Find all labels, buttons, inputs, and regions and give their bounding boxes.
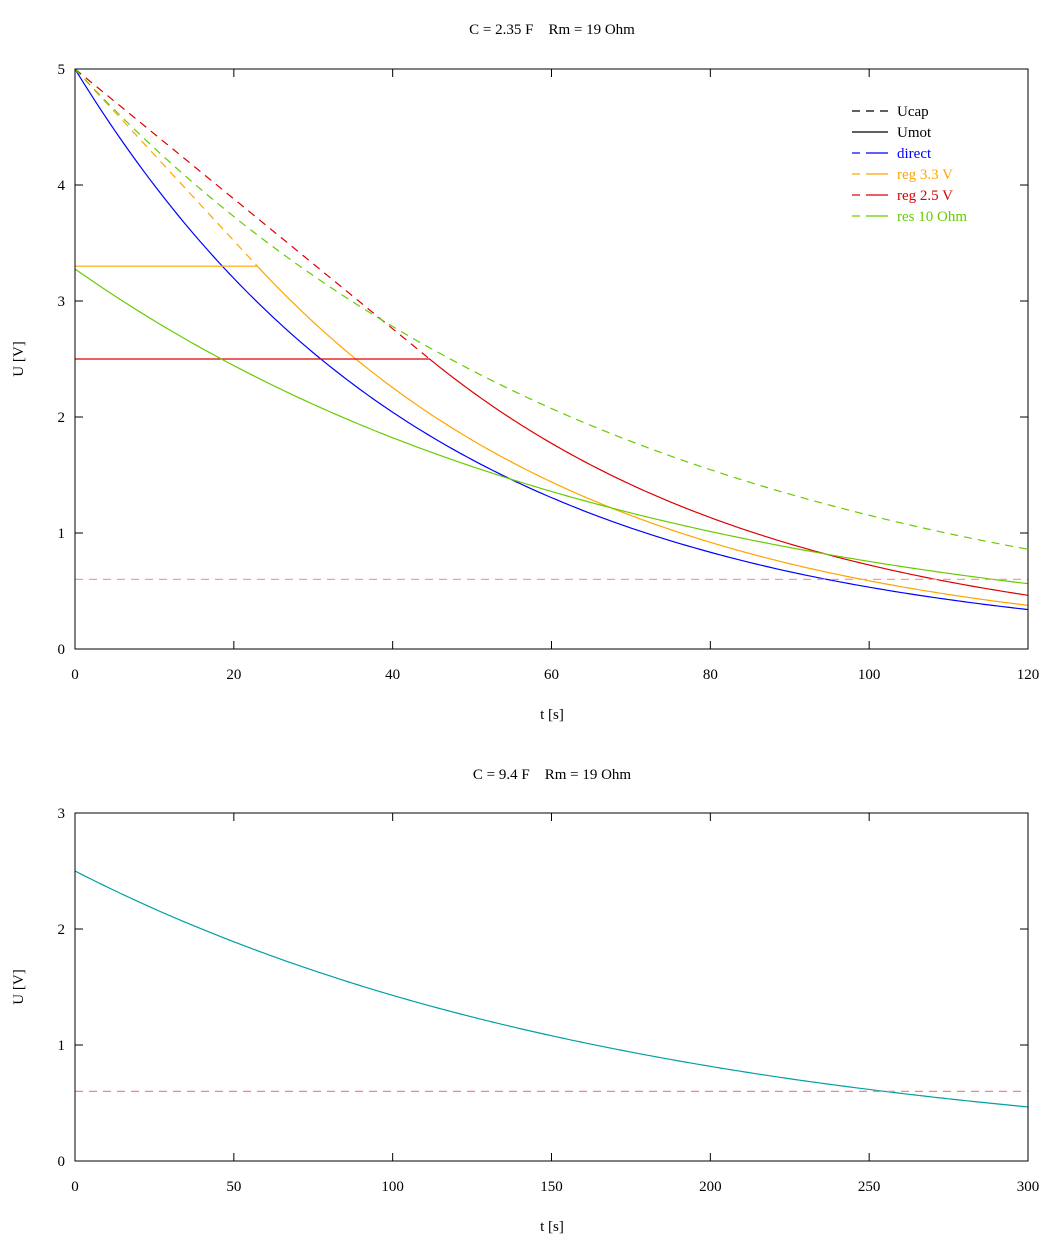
y-axis-label: U [V] bbox=[11, 969, 27, 1004]
y-axis-label: U [V] bbox=[11, 341, 27, 376]
series-line-reg-3-3-v-umot bbox=[75, 265, 1029, 606]
legend-item: direct bbox=[852, 146, 932, 162]
y-tick-label: 3 bbox=[58, 806, 66, 822]
legend-item: Ucap bbox=[852, 104, 929, 120]
x-tick-label: 250 bbox=[858, 1179, 881, 1195]
legend-label: reg 2.5 V bbox=[897, 188, 953, 204]
y-tick-label: 5 bbox=[58, 62, 66, 78]
legend: Ucap Umot direct reg 3.3 V reg 2.5 V res 10 O… bbox=[852, 104, 967, 225]
y-tick-label: 0 bbox=[58, 1154, 66, 1170]
legend-label: Umot bbox=[897, 125, 932, 141]
x-tick-label: 0 bbox=[71, 667, 79, 683]
legend-item: Umot bbox=[852, 125, 932, 141]
series-line-reg-2-5-v-ucap bbox=[74, 68, 430, 360]
plot-title: C = 9.4 F Rm = 19 Ohm bbox=[473, 767, 632, 783]
y-tick-label: 0 bbox=[58, 642, 66, 658]
y-tick-label: 2 bbox=[58, 922, 66, 938]
series-line-reg-3-3-v-ucap bbox=[74, 68, 258, 267]
legend-label: res 10 Ohm bbox=[897, 209, 967, 225]
x-tick-label: 100 bbox=[858, 667, 881, 683]
series-group bbox=[74, 68, 1029, 611]
plot-top: C = 2.35 F Rm = 19 Ohm t [s] U [V] 0 20 40… bbox=[11, 22, 1039, 723]
series-line-reg-2-5-v-umot bbox=[75, 358, 1029, 596]
series-line-res-10-ohm-ucap bbox=[74, 68, 1029, 550]
x-tick-label: 0 bbox=[71, 1179, 79, 1195]
x-axis-label: t [s] bbox=[540, 1219, 564, 1235]
plot-title: C = 2.35 F Rm = 19 Ohm bbox=[469, 22, 635, 38]
legend-label: reg 3.3 V bbox=[897, 167, 953, 183]
x-tick-label: 80 bbox=[703, 667, 718, 683]
x-tick-label: 20 bbox=[226, 667, 241, 683]
x-tick-label: 300 bbox=[1017, 1179, 1040, 1195]
x-tick-label: 120 bbox=[1017, 667, 1040, 683]
y-tick-label: 1 bbox=[58, 526, 66, 542]
series-line-res-10-ohm-umot bbox=[74, 268, 1029, 585]
x-axis-label: t [s] bbox=[540, 707, 564, 723]
y-tick-label: 4 bbox=[58, 178, 66, 194]
x-tick-label: 200 bbox=[699, 1179, 722, 1195]
x-tick-label: 40 bbox=[385, 667, 400, 683]
legend-label: direct bbox=[897, 146, 932, 162]
y-tick-label: 2 bbox=[58, 410, 66, 426]
legend-item: res 10 Ohm bbox=[852, 209, 967, 225]
legend-item: reg 3.3 V bbox=[852, 167, 953, 183]
x-tick-label: 150 bbox=[540, 1179, 563, 1195]
series-line-umot bbox=[74, 870, 1029, 1108]
series-group bbox=[74, 870, 1029, 1108]
plot-frame bbox=[74, 812, 1029, 1162]
x-tick-label: 60 bbox=[544, 667, 559, 683]
y-tick-label: 3 bbox=[58, 294, 66, 310]
series-line-direct-umot bbox=[74, 68, 1029, 611]
legend-label: Ucap bbox=[897, 104, 929, 120]
legend-item: reg 2.5 V bbox=[852, 188, 953, 204]
x-tick-label: 100 bbox=[381, 1179, 404, 1195]
y-tick-label: 1 bbox=[58, 1038, 66, 1054]
x-tick-label: 50 bbox=[226, 1179, 241, 1195]
plot-bottom: C = 9.4 F Rm = 19 Ohm t [s] U [V] 0 50 100… bbox=[11, 767, 1039, 1235]
